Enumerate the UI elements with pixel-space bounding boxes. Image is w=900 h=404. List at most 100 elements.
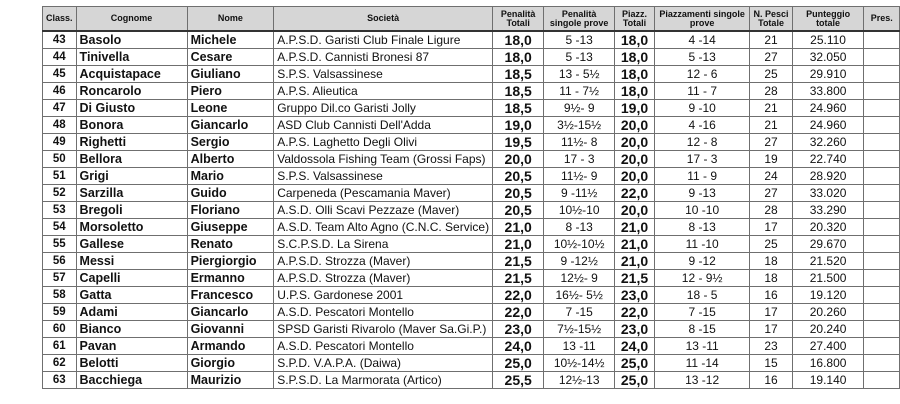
punteggio-cell: 28.920 (791, 167, 865, 185)
cognome-cell: Bellora (75, 150, 188, 168)
nome-cell: Leone (186, 99, 275, 117)
nome-cell: Francesco (186, 286, 275, 304)
societa-cell: SPSD Garisti Rivarolo (Maver Sa.Gi.P.) (273, 320, 494, 338)
pres-cell (863, 133, 900, 151)
societa-cell: A.S.D. Pescatori Montello (273, 337, 494, 355)
class-cell: 50 (42, 150, 77, 168)
table-row: 47 Di Giusto Leone Gruppo Dil.co Garisti Jo… (42, 99, 900, 117)
table-row: 52 Sarzilla Guido Carpeneda (Pescamania Mav… (42, 184, 900, 202)
cognome-cell: Adami (75, 303, 188, 321)
societa-cell: A.P.S.D. Strozza (Maver) (273, 269, 494, 287)
table-row: 61 Pavan Armando A.S.D. Pescatori Montello 2… (42, 337, 900, 355)
penalita-totali-cell: 18,5 (492, 99, 545, 117)
pesci-cell: 28 (749, 82, 793, 100)
cognome-cell: Messi (75, 252, 188, 270)
piazz-totali-cell: 21,5 (614, 269, 655, 287)
piazzamenti-singole-cell: 11 -14 (653, 354, 751, 372)
cognome-cell: Grigi (75, 167, 188, 185)
cognome-cell: Morsoletto (75, 218, 188, 236)
piazzamenti-singole-cell: 12 - 6 (653, 65, 751, 83)
piazz-totali-cell: 19,0 (614, 99, 655, 117)
punteggio-cell: 33.020 (791, 184, 865, 202)
piazzamenti-singole-cell: 9 -12 (653, 252, 751, 270)
societa-cell: S.P.S. Valsassinese (273, 65, 494, 83)
punteggio-cell: 32.260 (791, 133, 865, 151)
nome-cell: Giuliano (186, 65, 275, 83)
penalita-totali-cell: 24,0 (492, 337, 545, 355)
piazz-totali-cell: 21,0 (614, 252, 655, 270)
nome-cell: Giorgio (186, 354, 275, 372)
class-cell: 63 (42, 371, 77, 389)
col-header-pres: Pres. (863, 6, 900, 32)
cognome-cell: Basolo (75, 30, 188, 49)
pres-cell (863, 30, 900, 49)
pesci-cell: 17 (749, 303, 793, 321)
piazz-totali-cell: 23,0 (614, 286, 655, 304)
nome-cell: Cesare (186, 48, 275, 66)
piazzamenti-singole-cell: 4 -14 (653, 30, 751, 49)
table-row: 48 Bonora Giancarlo ASD Club Cannisti Dell'… (42, 116, 900, 134)
nome-cell: Maurizio (186, 371, 275, 389)
col-header-class: Class. (42, 6, 77, 32)
nome-cell: Armando (186, 337, 275, 355)
col-header-penalita-singole: Penalità singole prove (543, 6, 616, 32)
class-cell: 47 (42, 99, 77, 117)
pres-cell (863, 65, 900, 83)
pesci-cell: 15 (749, 354, 793, 372)
table-row: 43 Basolo Michele A.P.S.D. Garisti Club Fin… (42, 30, 900, 49)
class-cell: 57 (42, 269, 77, 287)
societa-cell: S.P.S. Valsassinese (273, 167, 494, 185)
punteggio-cell: 20.240 (791, 320, 865, 338)
pres-cell (863, 218, 900, 236)
nome-cell: Giancarlo (186, 116, 275, 134)
pesci-cell: 25 (749, 235, 793, 253)
cognome-cell: Pavan (75, 337, 188, 355)
piazz-totali-cell: 23,0 (614, 320, 655, 338)
punteggio-cell: 19.120 (791, 286, 865, 304)
punteggio-cell: 29.670 (791, 235, 865, 253)
piazz-totali-cell: 24,0 (614, 337, 655, 355)
societa-cell: A.P.S.D. Strozza (Maver) (273, 252, 494, 270)
societa-cell: Carpeneda (Pescamania Maver) (273, 184, 494, 202)
class-cell: 59 (42, 303, 77, 321)
piazzamenti-singole-cell: 9 -13 (653, 184, 751, 202)
penalita-totali-cell: 21,0 (492, 235, 545, 253)
nome-cell: Renato (186, 235, 275, 253)
nome-cell: Piero (186, 82, 275, 100)
class-cell: 56 (42, 252, 77, 270)
piazzamenti-singole-cell: 13 -11 (653, 337, 751, 355)
cognome-cell: Tinivella (75, 48, 188, 66)
table-row: 53 Bregoli Floriano A.S.D. Olli Scavi Pezza… (42, 201, 900, 219)
penalita-totali-cell: 21,5 (492, 252, 545, 270)
class-cell: 52 (42, 184, 77, 202)
penalita-totali-cell: 25,5 (492, 371, 545, 389)
piazzamenti-singole-cell: 7 -15 (653, 303, 751, 321)
results-table: Class. Cognome Nome Società Penalità Tot… (42, 6, 900, 389)
piazz-totali-cell: 18,0 (614, 30, 655, 49)
societa-cell: A.P.S.D. Garisti Club Finale Ligure (273, 30, 494, 49)
societa-cell: A.S.D. Pescatori Montello (273, 303, 494, 321)
cognome-cell: Di Giusto (75, 99, 188, 117)
pres-cell (863, 167, 900, 185)
penalita-singole-cell: 9 -12½ (543, 252, 616, 270)
societa-cell: Gruppo Dil.co Garisti Jolly (273, 99, 494, 117)
penalita-singole-cell: 17 - 3 (543, 150, 616, 168)
table-row: 45 Acquistapace Giuliano S.P.S. Valsassines… (42, 65, 900, 83)
cognome-cell: Bonora (75, 116, 188, 134)
nome-cell: Guido (186, 184, 275, 202)
punteggio-cell: 33.290 (791, 201, 865, 219)
results-sheet: Class. Cognome Nome Società Penalità Tot… (42, 6, 900, 389)
table-row: 44 Tinivella Cesare A.P.S.D. Cannisti Brone… (42, 48, 900, 66)
nome-cell: Giuseppe (186, 218, 275, 236)
piazz-totali-cell: 21,0 (614, 235, 655, 253)
table-row: 57 Capelli Ermanno A.P.S.D. Strozza (Maver)… (42, 269, 900, 287)
pres-cell (863, 269, 900, 287)
class-cell: 54 (42, 218, 77, 236)
pesci-cell: 18 (749, 269, 793, 287)
class-cell: 61 (42, 337, 77, 355)
penalita-singole-cell: 5 -13 (543, 30, 616, 49)
results-body: 43 Basolo Michele A.P.S.D. Garisti Club Fin… (42, 30, 900, 389)
piazz-totali-cell: 18,0 (614, 82, 655, 100)
penalita-singole-cell: 13 -11 (543, 337, 616, 355)
penalita-totali-cell: 18,0 (492, 48, 545, 66)
